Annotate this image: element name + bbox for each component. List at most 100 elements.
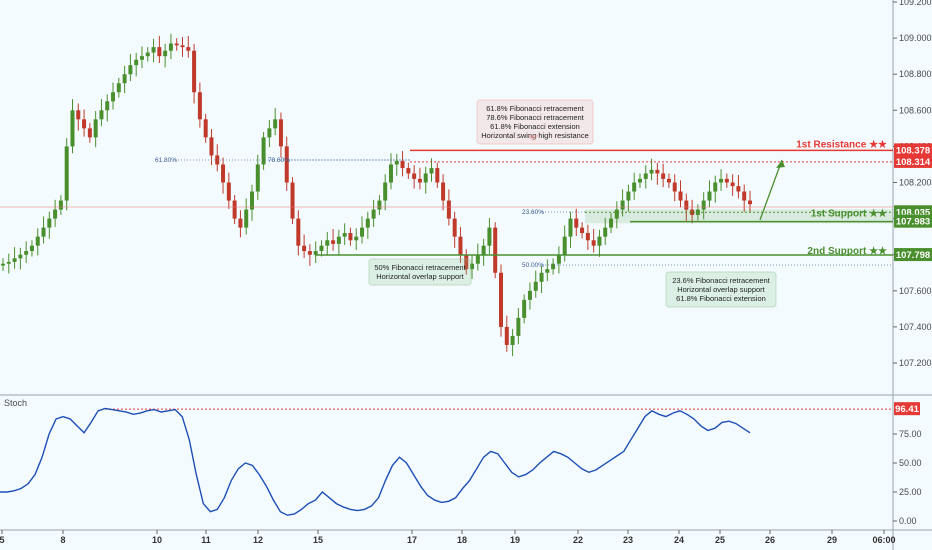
price-tick-label: 108.600 bbox=[899, 105, 932, 115]
candle-body bbox=[93, 119, 98, 138]
candle-body bbox=[47, 218, 52, 228]
candle-body bbox=[435, 168, 440, 183]
resistance-label: 1st Resistance ★★ bbox=[796, 139, 887, 150]
candle-body bbox=[394, 160, 399, 165]
candle-body bbox=[713, 182, 718, 192]
candle-body bbox=[6, 261, 11, 264]
candle-body bbox=[597, 236, 602, 246]
candle-body bbox=[313, 251, 318, 255]
candle-body bbox=[707, 191, 712, 201]
candle-body bbox=[684, 200, 689, 210]
candle-body bbox=[580, 227, 585, 234]
candle-body bbox=[470, 263, 475, 270]
candle-body bbox=[278, 119, 283, 147]
stoch-tick-label: 0.00 bbox=[899, 516, 917, 526]
candle-body bbox=[226, 182, 231, 201]
candle-body bbox=[504, 326, 509, 345]
fib-label: 23.60% bbox=[522, 209, 544, 216]
price-tick-label: 109.200 bbox=[899, 0, 932, 7]
stoch-tick-label: 25.00 bbox=[899, 487, 922, 497]
candle-body bbox=[585, 233, 590, 241]
support2-annotation-text: Horizontal overlap support bbox=[376, 272, 464, 281]
candle-body bbox=[423, 173, 428, 183]
candle-body bbox=[221, 164, 226, 183]
stoch-tick-label: 75.00 bbox=[899, 429, 922, 439]
time-tick-label: 06:00 bbox=[872, 535, 895, 545]
candle-body bbox=[446, 200, 451, 219]
candle-body bbox=[76, 110, 81, 120]
candle-body bbox=[360, 227, 365, 237]
time-tick-label: 5 bbox=[0, 535, 5, 545]
time-tick-label: 18 bbox=[457, 535, 467, 545]
candle-body bbox=[105, 101, 110, 111]
candle-body bbox=[116, 83, 121, 93]
support2-annotation-text: 50% Fibonacci retracement bbox=[374, 263, 466, 272]
candle-body bbox=[736, 186, 741, 192]
resistance-annotation-box bbox=[476, 99, 594, 145]
stoch-tick-label: 50.00 bbox=[899, 458, 922, 468]
candle-body bbox=[163, 50, 168, 57]
candle-body bbox=[296, 218, 301, 246]
candle-body bbox=[533, 281, 538, 291]
candle-body bbox=[209, 137, 214, 156]
candle-body bbox=[655, 169, 660, 174]
candle-body bbox=[290, 182, 295, 219]
candle-body bbox=[145, 52, 150, 57]
candle-body bbox=[58, 200, 63, 210]
projection-arrowhead bbox=[776, 160, 785, 168]
candle-body bbox=[516, 317, 521, 336]
time-tick-label: 12 bbox=[253, 535, 263, 545]
candle-body bbox=[255, 164, 260, 192]
candle-body bbox=[666, 178, 671, 183]
candle-body bbox=[87, 128, 92, 138]
candle-body bbox=[487, 227, 492, 246]
candle-body bbox=[730, 182, 735, 187]
fib-label: 78.60% bbox=[268, 157, 290, 164]
time-tick-label: 11 bbox=[201, 535, 211, 545]
candle-body bbox=[672, 182, 677, 192]
candle-body bbox=[527, 290, 532, 300]
time-tick-label: 15 bbox=[313, 535, 323, 545]
candle-body bbox=[441, 182, 446, 201]
candle-body bbox=[551, 263, 556, 270]
support2-tag-bg bbox=[894, 248, 932, 262]
candle-body bbox=[331, 240, 336, 244]
resistance2-tag-bg bbox=[894, 154, 932, 168]
candle-body bbox=[128, 65, 133, 75]
candle-body bbox=[29, 245, 34, 252]
price-tick-label: 107.600 bbox=[899, 286, 932, 296]
candle-body bbox=[568, 218, 573, 237]
candle-body bbox=[458, 236, 463, 255]
candle-body bbox=[186, 47, 191, 51]
candle-body bbox=[556, 254, 561, 264]
support1-annotation-text: Horizontal overlap support bbox=[677, 285, 765, 294]
candle-body bbox=[429, 168, 434, 174]
support1-annotation-text: 61.8% Fibonacci extension bbox=[676, 294, 766, 303]
stoch-title: Stoch bbox=[4, 398, 27, 408]
resistance-annotation-pointer bbox=[527, 135, 539, 141]
price-tick-label: 108.800 bbox=[899, 69, 932, 79]
candle-body bbox=[336, 236, 341, 244]
resistance-annotation-text: 61.8% Fibonacci extension bbox=[490, 122, 580, 131]
resistance2-tag-value: 108.314 bbox=[896, 157, 931, 168]
candle-body bbox=[174, 43, 179, 46]
candle-body bbox=[24, 251, 29, 255]
candle-body bbox=[400, 160, 405, 169]
candle-body bbox=[122, 74, 127, 84]
candle-body bbox=[637, 178, 642, 183]
candle-body bbox=[383, 182, 388, 201]
candle-body bbox=[562, 236, 567, 255]
candle-body bbox=[354, 236, 359, 241]
candle-body bbox=[64, 146, 69, 201]
candle-body bbox=[70, 110, 75, 147]
candle-body bbox=[273, 119, 278, 129]
candle-body bbox=[82, 119, 87, 129]
support1b-tag-bg bbox=[894, 214, 932, 228]
candle-body bbox=[348, 233, 353, 241]
time-tick-label: 19 bbox=[510, 535, 520, 545]
candle-body bbox=[232, 200, 237, 219]
candle-body bbox=[192, 50, 197, 93]
stoch-line bbox=[0, 407, 751, 516]
